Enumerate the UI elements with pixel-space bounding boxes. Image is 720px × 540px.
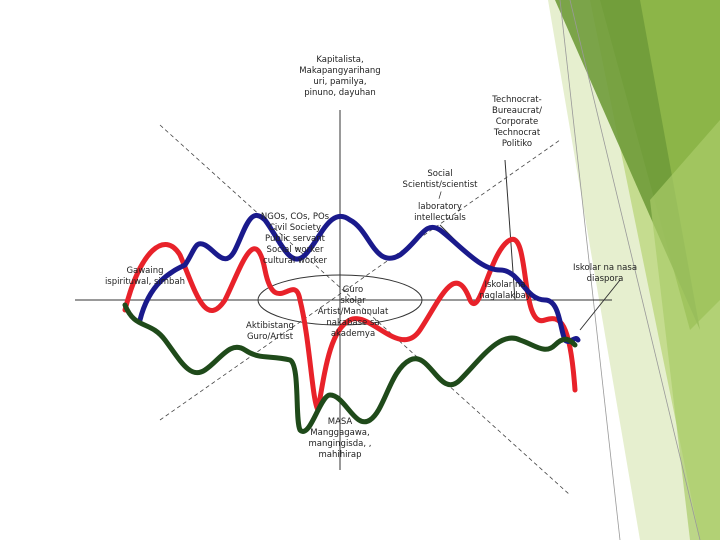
label-line: Politiko <box>502 139 532 149</box>
label-line: mahihirap <box>318 450 361 460</box>
label-line: Artist/Manunulat <box>318 307 389 317</box>
label-line: mangingisda, , <box>309 439 372 449</box>
label-line: Guro <box>343 285 363 295</box>
label-line: cultural worker <box>263 256 327 266</box>
label-line: MASA <box>328 417 353 427</box>
label-line: akademya <box>331 329 375 339</box>
label-line: skolar <box>340 296 366 306</box>
waves <box>122 213 581 434</box>
red-line <box>122 237 578 413</box>
label-line: nakabase sa <box>326 318 379 328</box>
label-line: Manggagawa, <box>310 428 369 438</box>
label-line: NGOs, COs, POs <box>261 212 330 222</box>
label-line: Gawaing <box>126 266 163 276</box>
label-line: Corporate <box>496 117 539 127</box>
label-line: Kapitalista, <box>316 55 363 65</box>
label-line: Social worker <box>267 245 324 255</box>
label-line: Social <box>427 169 452 179</box>
label-line: Bureaucrat/ <box>492 106 542 116</box>
label-line: Civil Society <box>269 223 321 233</box>
label-line: Technocrat <box>493 128 541 138</box>
label-line: Public servant <box>265 234 326 244</box>
label-line: Makapangyarihang <box>299 66 380 76</box>
decoration <box>548 0 720 540</box>
blue-line <box>137 213 581 344</box>
label-line: Guro/Artist <box>247 332 294 342</box>
green-line <box>122 302 578 434</box>
label-line: diaspora <box>587 274 624 284</box>
label-line: naglalakbay <box>479 291 531 301</box>
label-line: uri, pamilya, <box>313 77 366 87</box>
label-line: Iskolar na nasa <box>573 263 637 273</box>
label-line: Iskolar na <box>484 280 525 290</box>
label-line: intellectuals <box>414 213 466 223</box>
label-line: ispirituwal, simbah <box>105 277 185 287</box>
label-line: Aktibistang <box>246 321 294 331</box>
label-line: / <box>439 191 442 201</box>
label-line: Technocrat- <box>491 95 541 105</box>
label-line: laboratory <box>418 202 462 212</box>
label-line: pinuno, dayuhan <box>304 88 376 98</box>
label-line: Scientist/scientist <box>403 180 479 190</box>
